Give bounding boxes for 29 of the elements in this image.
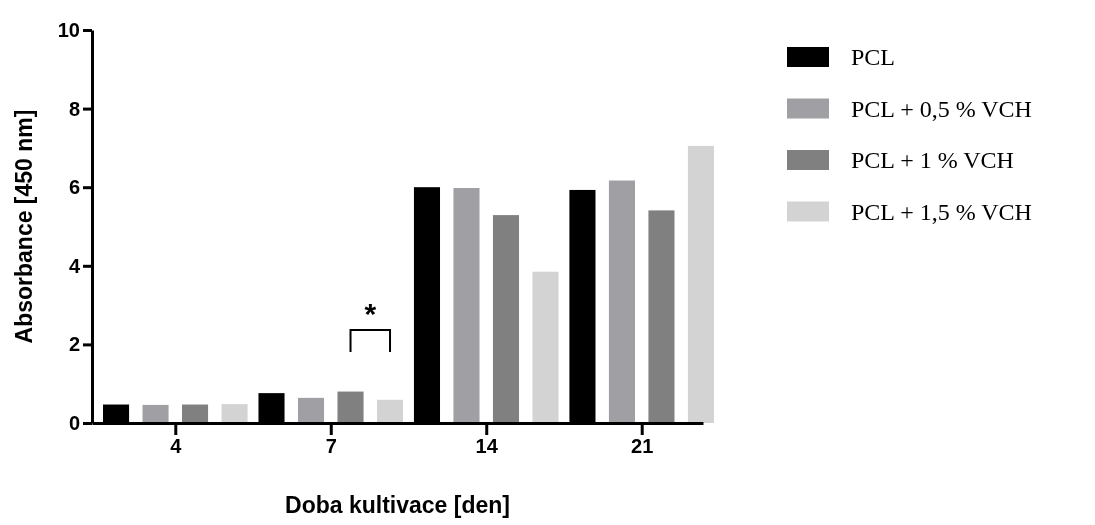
legend-label: PCL + 1 % VCH [851,147,1014,173]
bar [142,404,169,423]
bar [648,210,675,423]
x-tick-label: 4 [170,435,183,457]
y-axis-title: Absorbance [450 nm] [11,109,37,344]
legend-label: PCL + 0,5 % VCH [851,95,1032,122]
bar [453,187,480,423]
x-tick-label: 21 [631,435,654,457]
y-tick-label: 8 [68,97,80,120]
bar [337,391,364,423]
annotation: * [364,297,377,330]
bar [376,399,404,423]
y-tick-label: 4 [68,254,81,277]
legend-label: PCL + 1,5 % VCH [851,198,1032,225]
bar [608,180,635,423]
bar [182,404,209,423]
y-tick-label: 2 [68,333,80,356]
bar [492,215,520,423]
bar [687,145,714,423]
y-tick-label: 0 [68,411,80,434]
y-tick-label: 6 [68,176,80,199]
x-tick-label: 14 [475,435,499,457]
bar [221,404,248,423]
y-tick-label: 10 [57,18,80,41]
x-tick-label: 7 [325,435,337,457]
bar [532,271,559,423]
x-axis-title: Doba kultivace [den] [285,492,510,518]
bar [297,397,325,423]
legend-label: PCL [851,44,896,70]
